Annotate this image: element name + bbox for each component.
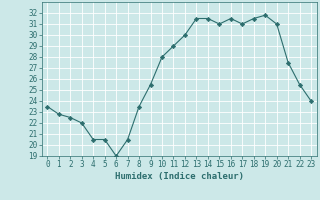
X-axis label: Humidex (Indice chaleur): Humidex (Indice chaleur) <box>115 172 244 181</box>
